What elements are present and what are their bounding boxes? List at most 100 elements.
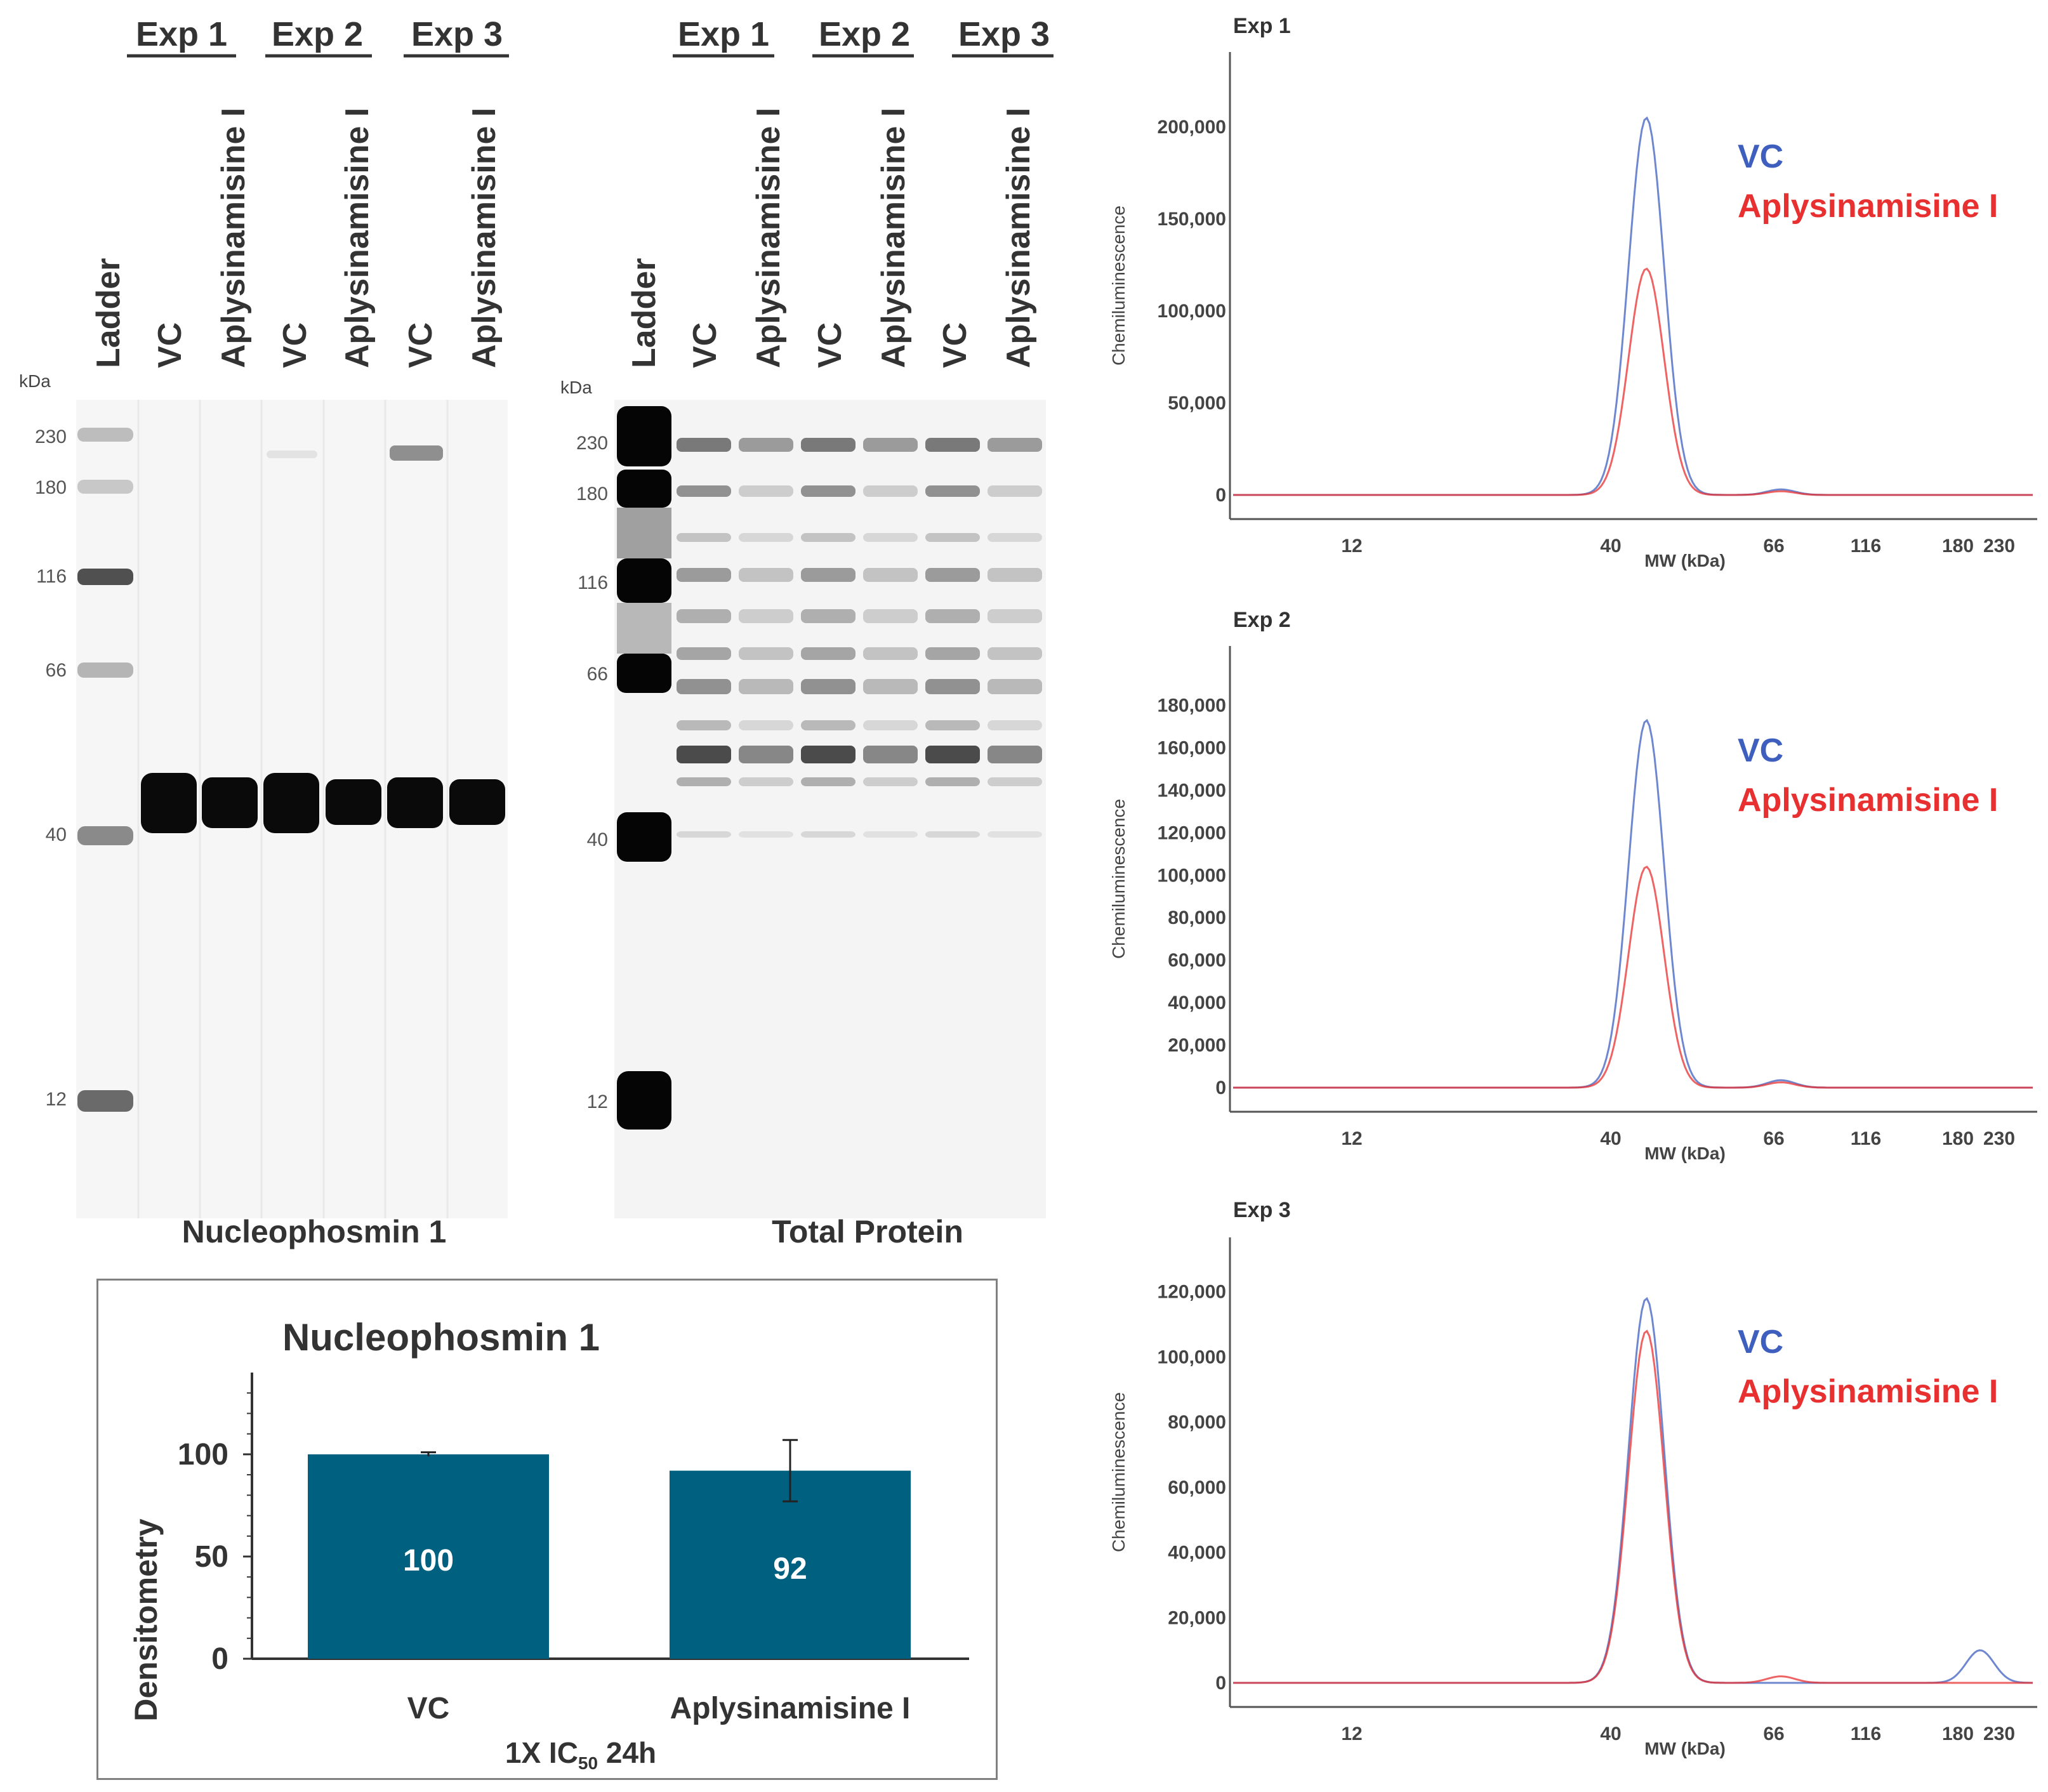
y-tick-label: 60,000 xyxy=(1168,1477,1226,1498)
ladder-smear xyxy=(617,508,671,558)
exp3-electropherogram: Exp 3 0 20,000 40,000 60,000 80,000 100,000 120… xyxy=(1109,1198,2037,1758)
y-axis-label: Densitometry xyxy=(128,1519,164,1722)
y-tick-label: 60,000 xyxy=(1168,950,1226,971)
protein-band xyxy=(677,609,731,623)
x-tick-label: 230 xyxy=(1983,1723,2015,1744)
chart-title: Exp 2 xyxy=(1233,608,1291,632)
nucleophosmin-gel-panel: Exp 1 Exp 2 Exp 3 Ladder VC Aplysinamisi… xyxy=(19,15,509,1249)
x-tick-label: 180 xyxy=(1942,1723,1974,1744)
protein-band xyxy=(677,679,731,694)
x-tick-label: 12 xyxy=(1341,1128,1362,1149)
y-tick-label: 80,000 xyxy=(1168,907,1226,928)
y-tick-label: 40,000 xyxy=(1168,992,1226,1013)
x-axis-label: MW (kDa) xyxy=(1644,1739,1726,1758)
gel-title: Nucleophosmin 1 xyxy=(182,1214,447,1249)
y-tick-label: 0 xyxy=(211,1642,228,1676)
protein-band xyxy=(863,485,918,497)
bars: 100 VC 92 Aplysinamisine I xyxy=(308,1439,911,1725)
chart-title: Nucleophosmin 1 xyxy=(282,1316,600,1359)
legend-entry: VC xyxy=(1738,732,1783,769)
mw-marker-12: 12 xyxy=(46,1089,67,1110)
y-ticks: 0 50 100 xyxy=(178,1392,252,1676)
legend-entry: Aplysinamisine I xyxy=(1738,1373,1998,1410)
exp1-electropherogram: Exp 1 0 50,000 100,000 150,000 200,000 Chemilu… xyxy=(1109,14,2037,570)
protein-band xyxy=(863,438,918,452)
protein-band xyxy=(801,679,856,694)
protein-band xyxy=(739,438,793,452)
protein-band xyxy=(801,831,856,838)
protein-band xyxy=(801,746,856,763)
mw-marker-40: 40 xyxy=(46,824,67,845)
protein-band xyxy=(863,720,918,730)
protein-band xyxy=(925,568,980,582)
mw-marker-180: 180 xyxy=(35,477,67,498)
protein-band xyxy=(677,746,731,763)
mw-marker-12: 12 xyxy=(587,1091,608,1112)
exp-header-3: Exp 3 xyxy=(958,15,1050,53)
gel-background xyxy=(614,400,1046,1218)
protein-band xyxy=(925,720,980,730)
protein-band xyxy=(801,720,856,730)
protein-band xyxy=(925,438,980,452)
protein-band xyxy=(863,647,918,660)
y-tick-label: 50,000 xyxy=(1168,393,1226,414)
y-tick-label: 80,000 xyxy=(1168,1412,1226,1433)
protein-band xyxy=(801,609,856,623)
y-tick-label: 20,000 xyxy=(1168,1035,1226,1056)
protein-band xyxy=(677,777,731,786)
lane-label-vc-3: VC xyxy=(937,322,974,368)
lane-label-vc-1: VC xyxy=(152,322,188,368)
protein-band xyxy=(677,720,731,730)
x-axis-label: MW (kDa) xyxy=(1644,551,1726,570)
x-tick-label: 40 xyxy=(1600,1723,1621,1744)
y-tick-label: 100,000 xyxy=(1158,301,1226,322)
x-tick-label: 116 xyxy=(1851,536,1881,557)
x-tick-label: 116 xyxy=(1851,1128,1881,1149)
y-tick-label: 200,000 xyxy=(1158,117,1226,138)
series-line-aplysinamisine-i xyxy=(1233,267,2033,496)
densitometry-chart-box: Nucleophosmin 1 Densitometry 0 50 100 100 V… xyxy=(96,1279,998,1780)
series-line-aplysinamisine-i xyxy=(1233,866,2033,1089)
lane-label-aply-1: Aplysinamisine I xyxy=(750,108,787,368)
x-axis-label-tail: 24h xyxy=(598,1736,656,1769)
y-axis-label: Chemiluminescence xyxy=(1109,799,1128,959)
x-tick-label: 230 xyxy=(1983,1128,2015,1149)
y-tick-label: 150,000 xyxy=(1158,209,1226,230)
protein-band xyxy=(988,533,1042,542)
mw-marker-66: 66 xyxy=(46,660,67,681)
mw-marker-40: 40 xyxy=(587,829,608,850)
y-tick-label: 0 xyxy=(1215,485,1226,506)
legend-entry: Aplysinamisine I xyxy=(1738,188,1998,225)
lane-label-ladder: Ladder xyxy=(626,258,663,368)
exp2-electropherogram: Exp 2 0 20,000 40,000 60,000 80,000 100,000 120… xyxy=(1109,608,2037,1163)
chart-title: Exp 1 xyxy=(1233,14,1291,38)
x-tick-label: 12 xyxy=(1341,536,1362,557)
protein-band xyxy=(863,679,918,694)
protein-band xyxy=(739,679,793,694)
x-tick-label: 230 xyxy=(1983,536,2015,557)
protein-band xyxy=(801,485,856,497)
total-protein-gel-panel: Exp 1 Exp 2 Exp 3 Ladder VC Aplysinamisi… xyxy=(560,15,1054,1249)
kda-label: kDa xyxy=(19,371,51,391)
gel-title: Total Protein xyxy=(772,1214,963,1249)
y-tick-label: 100,000 xyxy=(1158,865,1226,886)
x-tick-label: 66 xyxy=(1763,1723,1784,1744)
chemiluminescence-charts: Exp 1 0 50,000 100,000 150,000 200,000 Chemilu… xyxy=(1109,14,2037,1758)
protein-band xyxy=(801,533,856,542)
protein-band xyxy=(801,568,856,582)
series-line-vc xyxy=(1233,1296,2033,1684)
lane-label-aply-3: Aplysinamisine I xyxy=(1000,108,1037,368)
lane-label-aply-2: Aplysinamisine I xyxy=(875,108,912,368)
lane-label-vc-3: VC xyxy=(402,322,439,368)
protein-band xyxy=(988,438,1042,452)
x-tick-label: 12 xyxy=(1341,1723,1362,1744)
x-tick-label: 180 xyxy=(1942,536,1974,557)
protein-band xyxy=(988,609,1042,623)
protein-band xyxy=(925,533,980,542)
protein-band xyxy=(739,485,793,497)
protein-band xyxy=(925,679,980,694)
protein-band xyxy=(801,777,856,786)
exp-header-2: Exp 2 xyxy=(272,15,363,53)
protein-band xyxy=(739,746,793,763)
protein-band xyxy=(863,746,918,763)
